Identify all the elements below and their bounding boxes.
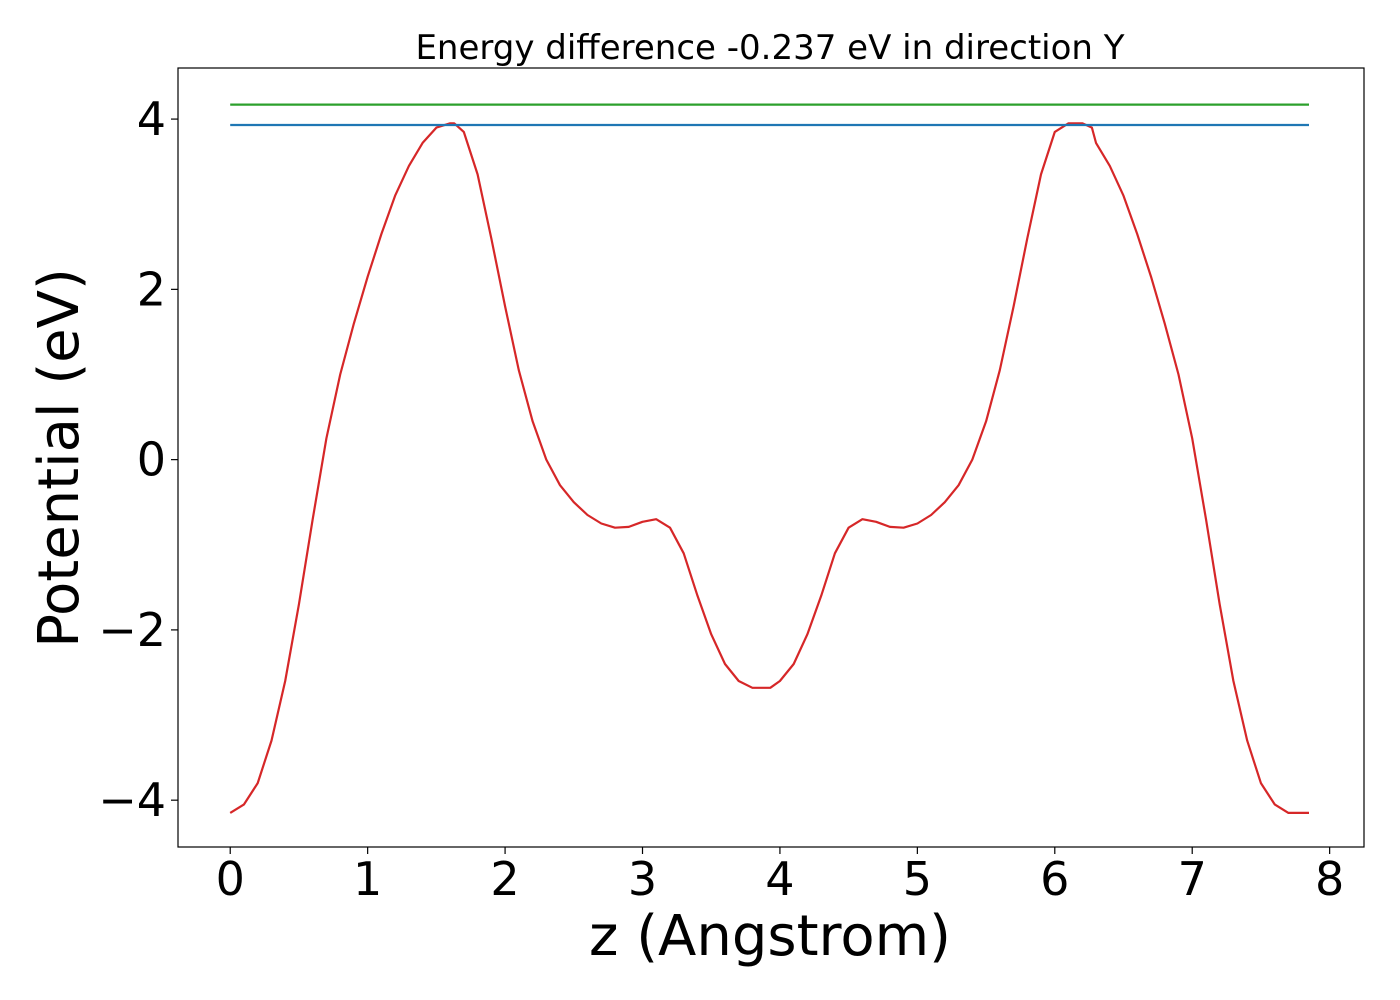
x-tick-label: 3 xyxy=(628,852,657,906)
y-axis-label: Potential (eV) xyxy=(27,268,92,648)
potential-line xyxy=(229,122,1309,815)
x-tick-label: 8 xyxy=(1315,852,1344,906)
y-tick-label: −4 xyxy=(98,773,166,827)
y-tick-label: 2 xyxy=(137,262,166,316)
x-tick-label: 1 xyxy=(353,852,382,906)
x-tick-label: 7 xyxy=(1178,852,1207,906)
x-tick-label: 4 xyxy=(765,852,794,906)
x-tick-label: 5 xyxy=(903,852,932,906)
y-tick-label: 0 xyxy=(137,433,166,487)
x-axis-label: z (Angstrom) xyxy=(589,904,951,969)
y-tick-label: 4 xyxy=(137,92,166,146)
plot-frame xyxy=(177,67,1365,848)
chart-title: Energy difference -0.237 eV in direction… xyxy=(415,28,1124,68)
y-axis-ticks: −4 −2 0 2 4 xyxy=(98,92,178,827)
x-tick-label: 0 xyxy=(216,852,245,906)
y-tick-label: −2 xyxy=(98,603,166,657)
x-axis-ticks: 0 1 2 3 4 5 6 7 8 xyxy=(216,847,1344,906)
x-tick-label: 2 xyxy=(490,852,519,906)
plot-lines xyxy=(229,103,1309,815)
x-tick-label: 6 xyxy=(1040,852,1069,906)
